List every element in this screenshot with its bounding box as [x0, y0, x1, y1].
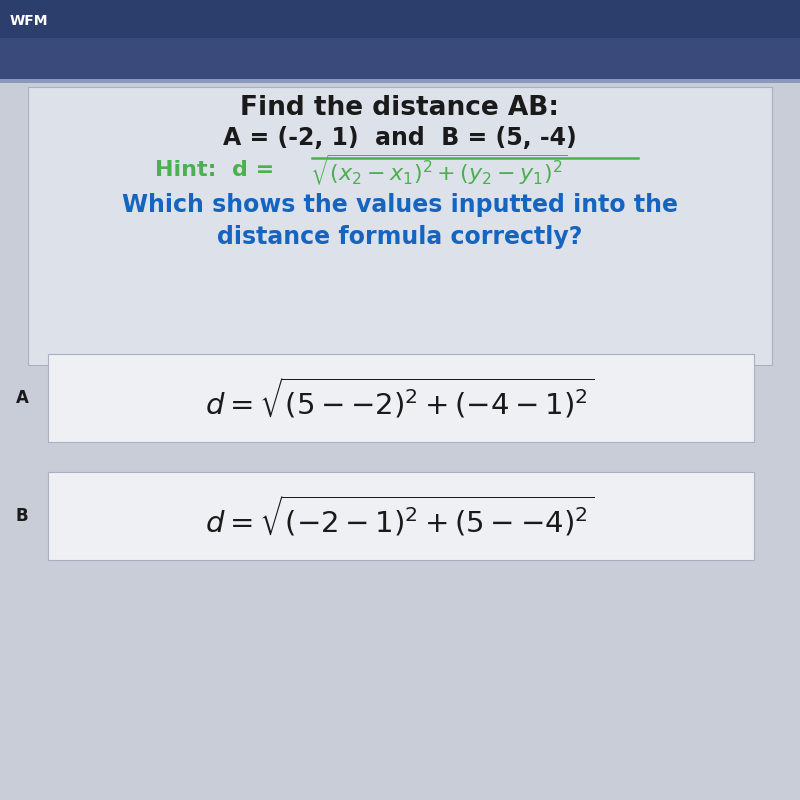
Text: $d = \sqrt{(5 - {-2})^2 + (-4 - 1)^2}$: $d = \sqrt{(5 - {-2})^2 + (-4 - 1)^2}$ — [206, 376, 594, 420]
Text: Find the distance AB:: Find the distance AB: — [241, 95, 559, 121]
FancyBboxPatch shape — [0, 0, 800, 38]
Text: B: B — [16, 507, 28, 525]
FancyBboxPatch shape — [28, 87, 772, 365]
Text: Which shows the values inputted into the: Which shows the values inputted into the — [122, 193, 678, 217]
Text: Hint:  d =: Hint: d = — [155, 160, 282, 180]
Text: $\sqrt{(x_2 - x_1)^2 + (y_2 - y_1)^2}$: $\sqrt{(x_2 - x_1)^2 + (y_2 - y_1)^2}$ — [310, 153, 567, 187]
Text: $d = \sqrt{(-2 - 1)^2 + (5 - {-4})^2}$: $d = \sqrt{(-2 - 1)^2 + (5 - {-4})^2}$ — [206, 494, 594, 538]
Text: A: A — [15, 389, 29, 407]
Text: distance formula correctly?: distance formula correctly? — [218, 225, 582, 249]
FancyBboxPatch shape — [48, 354, 754, 442]
FancyBboxPatch shape — [48, 472, 754, 560]
FancyBboxPatch shape — [0, 79, 800, 83]
FancyBboxPatch shape — [0, 38, 800, 80]
Text: A = (-2, 1)  and  B = (5, -4): A = (-2, 1) and B = (5, -4) — [223, 126, 577, 150]
Text: WFM: WFM — [10, 14, 49, 28]
